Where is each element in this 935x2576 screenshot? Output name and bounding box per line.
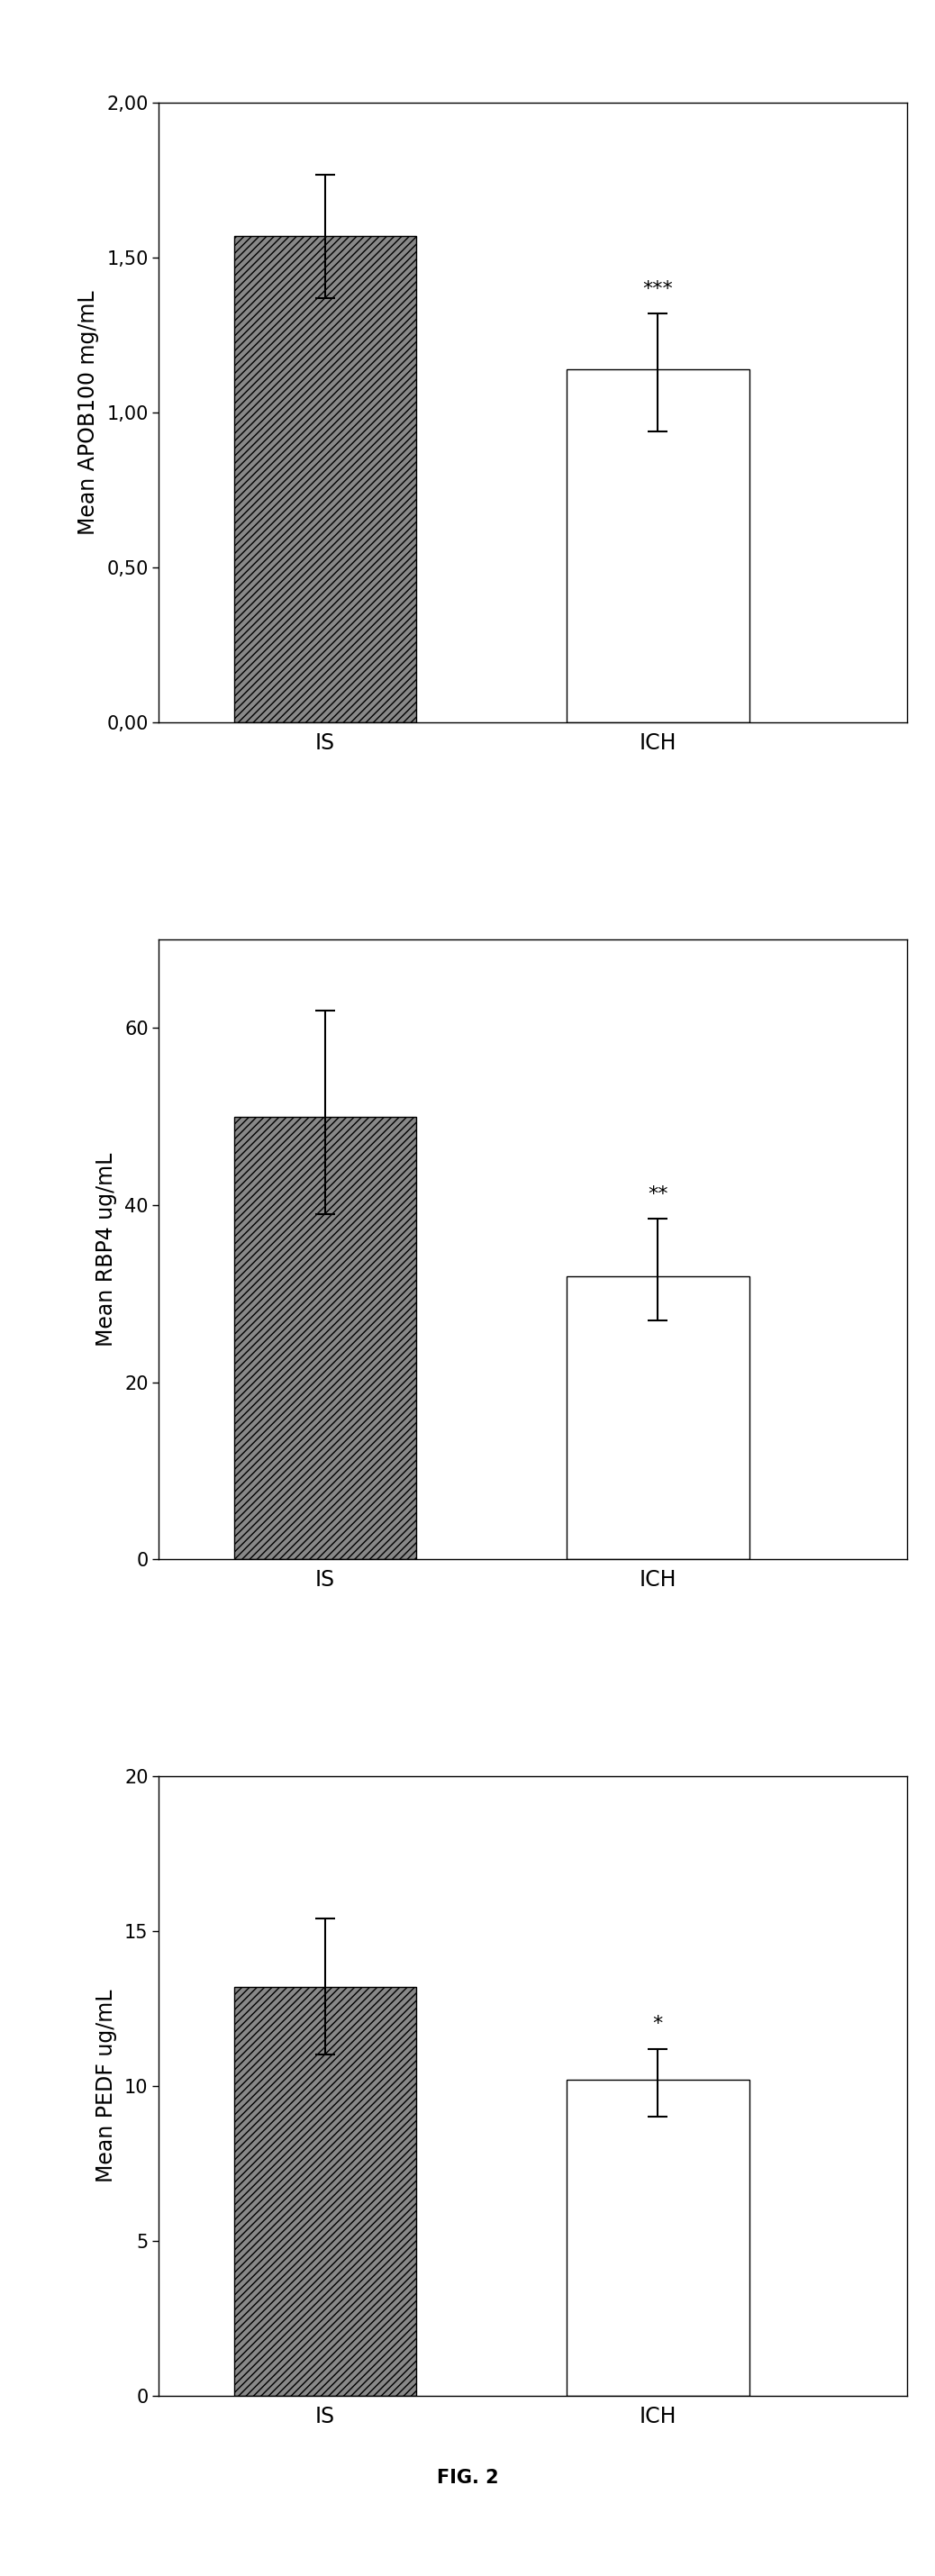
- Y-axis label: Mean RBP4 ug/mL: Mean RBP4 ug/mL: [95, 1151, 117, 1347]
- Bar: [234, 237, 417, 724]
- Bar: [567, 1275, 749, 1558]
- Bar: [234, 1986, 417, 2396]
- Bar: [234, 1115, 417, 1558]
- Text: FIG. 2: FIG. 2: [437, 2470, 498, 2486]
- Y-axis label: Mean PEDF ug/mL: Mean PEDF ug/mL: [95, 1989, 117, 2182]
- Bar: [567, 368, 749, 724]
- Bar: [567, 2079, 749, 2396]
- Text: ***: ***: [642, 281, 673, 299]
- Y-axis label: Mean APOB100 mg/mL: Mean APOB100 mg/mL: [78, 291, 99, 536]
- Text: *: *: [653, 2014, 663, 2032]
- Text: **: **: [647, 1185, 668, 1203]
